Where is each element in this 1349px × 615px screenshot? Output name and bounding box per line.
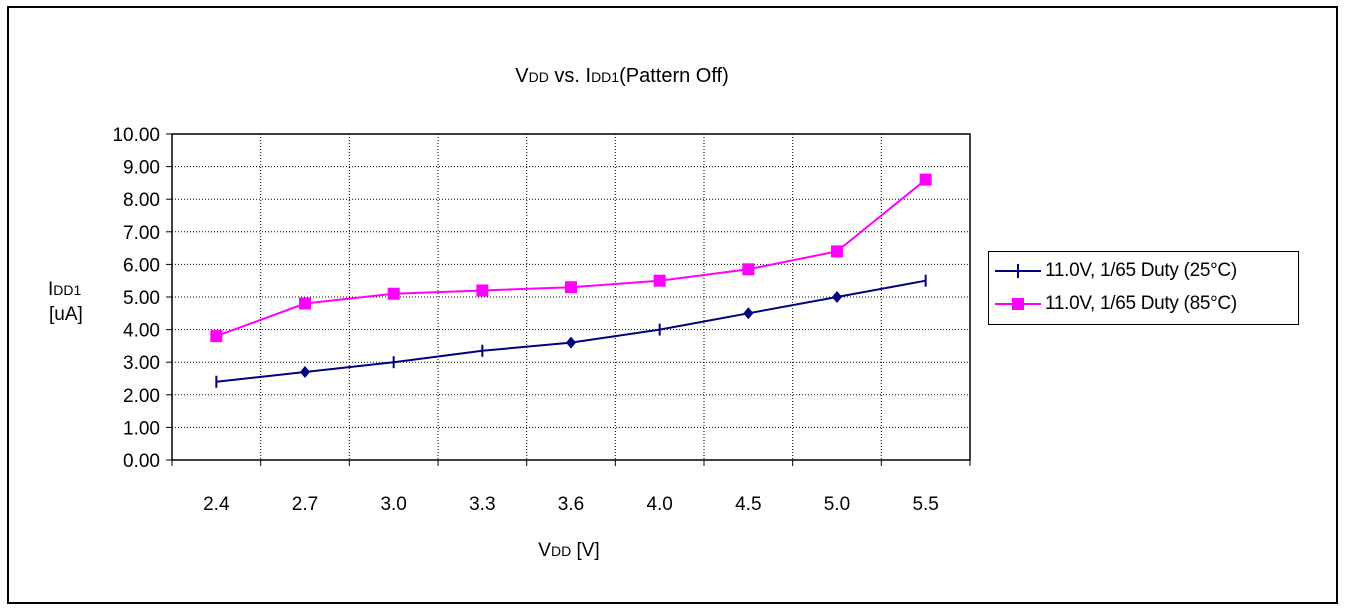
data-point [742,263,755,276]
y-tick-label: 5.00 [123,288,160,309]
data-point [653,274,666,287]
legend-label-85c: 11.0V, 1/65 Duty (85°C) [1045,293,1237,314]
x-tick-labels: 2.4 2.7 3.0 3.3 3.6 4.0 4.5 5.0 5.5 [203,494,939,515]
title-v: V [515,65,529,87]
data-point [832,291,842,303]
data-point [919,173,932,186]
y-tick-label: 0.00 [123,451,160,472]
ylabel-i-sub: DD1 [53,282,81,298]
series-group [210,173,932,388]
data-point [743,307,754,320]
x-axis-label: VDD [V] [538,540,599,561]
x-tick-label: 3.0 [380,494,406,515]
svg-text:VDD [V]: VDD [V] [538,540,599,561]
svg-text:VDD vs. IDD1(Pattern Off): VDD vs. IDD1(Pattern Off) [515,65,729,87]
y-tick-labels: 0.00 1.00 2.00 3.00 4.00 5.00 6.00 7.00 8.00 9.00… [112,125,160,472]
y-axis-label: IDD1 [uA] [48,279,83,325]
title-tail: (Pattern Off) [619,65,729,87]
data-point [387,287,400,300]
series-line [215,178,927,338]
x-tick-label: 2.7 [292,494,318,515]
legend-item-85c: 11.0V, 1/65 Duty (85°C) [989,289,1298,319]
x-tick-label: 4.5 [735,494,761,515]
y-tick-label: 3.00 [123,353,160,374]
title-v-sub: DD [529,69,549,85]
xlabel-v: V [538,540,551,561]
data-point [566,336,576,349]
xlabel-v-sub: DD [551,543,571,559]
legend-item-25c: 11.0V, 1/65 Duty (25°C) [989,256,1298,286]
y-tick-label: 1.00 [123,418,160,439]
data-point [210,330,223,343]
y-tick-label: 4.00 [123,321,160,342]
y-tick-label: 6.00 [123,255,160,276]
legend-label-25c: 11.0V, 1/65 Duty (25°C) [1045,260,1237,281]
ylabel-unit: [uA] [49,304,83,325]
chart-title: VDD vs. IDD1(Pattern Off) [515,65,729,87]
data-point [831,245,843,258]
x-tick-label: 3.3 [469,494,495,515]
x-tick-label: 5.5 [912,494,938,515]
data-point [476,284,489,297]
x-tick-label: 5.0 [824,494,850,515]
ylabel-i: I [48,279,53,300]
data-point [300,365,310,378]
y-tick-label: 7.00 [123,223,160,244]
series-85c [210,173,932,343]
svg-text:IDD1: IDD1 [48,279,82,300]
series-line [216,279,926,383]
series-25c [215,274,927,388]
legend: 11.0V, 1/65 Duty (25°C) 11.0V, 1/65 Duty… [988,251,1299,325]
grid-lines [172,134,970,460]
axis-ticks [166,133,971,466]
data-point [565,281,577,294]
legend-marker-square-icon [995,298,1041,310]
legend-marker-dash-icon [995,264,1041,278]
data-point [299,297,311,310]
x-tick-label: 2.4 [203,494,230,515]
y-tick-label: 8.00 [123,190,160,211]
title-mid: vs. I [549,65,591,87]
y-tick-label: 10.00 [112,125,160,146]
y-tick-label: 2.00 [123,386,160,407]
xlabel-unit: [V] [571,540,600,561]
y-tick-label: 9.00 [123,158,160,179]
x-tick-label: 4.0 [646,494,672,515]
x-tick-label: 3.6 [558,494,584,515]
title-i-sub: DD1 [591,69,619,85]
